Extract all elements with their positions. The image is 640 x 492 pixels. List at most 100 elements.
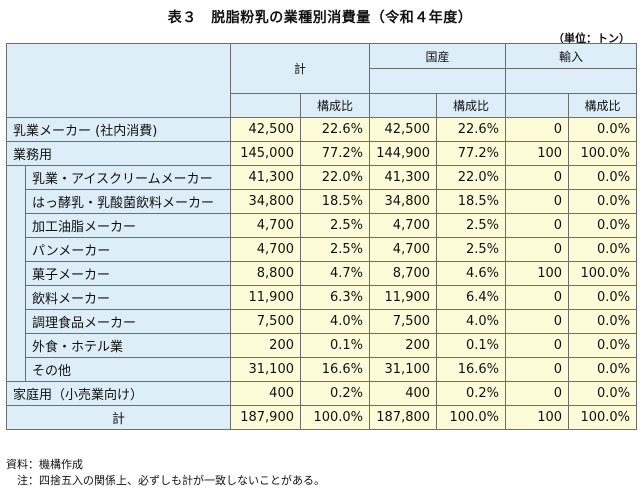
table-row: 調理食品メーカー 7,500 4.0% 7,500 4.0% 0 0.0% <box>6 309 638 334</box>
header-domestic-spacer <box>369 68 507 94</box>
cell-import-value: 0 <box>505 333 570 358</box>
table-row: 乳業メーカー (社内消費) 42,500 22.6% 42,500 22.6% … <box>6 117 638 142</box>
cell-import-ratio: 0.0% <box>568 285 638 310</box>
total-label: 計 <box>6 405 231 430</box>
cell-total-value: 41,300 <box>230 165 301 190</box>
row-label: 加工油脂メーカー <box>25 213 231 238</box>
cell-import-ratio: 100.0% <box>568 141 638 166</box>
cell-total-value: 4,700 <box>230 237 301 262</box>
row-label: 家庭用（小売業向け） <box>6 381 231 406</box>
row-label: 菓子メーカー <box>25 261 231 286</box>
row-label: 乳業・アイスクリームメーカー <box>25 165 231 190</box>
table-row: 外食・ホテル業 200 0.1% 200 0.1% 0 0.0% <box>6 333 638 358</box>
cell-import-value: 0 <box>505 285 570 310</box>
row-indent <box>6 285 26 310</box>
cell-total-ratio: 77.2% <box>299 141 371 166</box>
total-row: 計 187,900 100.0% 187,800 100.0% 100 100.… <box>6 405 638 430</box>
cell-domestic-value: 400 <box>369 381 438 406</box>
cell-total-value: 400 <box>230 381 301 406</box>
cell-total-value: 145,000 <box>230 141 301 166</box>
header-total-value-spacer <box>230 93 301 118</box>
cell-import-ratio: 0.0% <box>568 357 638 382</box>
cell-domestic-value: 187,800 <box>369 405 438 430</box>
cell-total-value: 31,100 <box>230 357 301 382</box>
row-label: はっ酵乳・乳酸菌飲料メーカー <box>25 189 231 214</box>
cell-domestic-value: 4,700 <box>369 237 438 262</box>
cell-import-ratio: 0.0% <box>568 213 638 238</box>
header-domestic: 国産 <box>369 43 507 69</box>
table-row: 乳業・アイスクリームメーカー 41,300 22.0% 41,300 22.0%… <box>6 165 638 190</box>
table-row: 飲料メーカー 11,900 6.3% 11,900 6.4% 0 0.0% <box>6 285 638 310</box>
row-label: 業務用 <box>6 141 231 166</box>
note-rounding: 注：四捨五入の関係上、必ずしも計が一致しないことがある。 <box>6 474 325 487</box>
header-import: 輸入 <box>505 43 638 69</box>
cell-total-ratio: 22.6% <box>299 117 371 142</box>
cell-total-ratio: 4.7% <box>299 261 371 286</box>
cell-total-value: 7,500 <box>230 309 301 334</box>
table-row: はっ酵乳・乳酸菌飲料メーカー 34,800 18.5% 34,800 18.5%… <box>6 189 638 214</box>
cell-domestic-value: 144,900 <box>369 141 438 166</box>
row-indent <box>6 189 26 214</box>
cell-import-ratio: 0.0% <box>568 189 638 214</box>
table-row: 業務用 145,000 77.2% 144,900 77.2% 100 100.… <box>6 141 638 166</box>
table-title: 表３ 脱脂粉乳の業種別消費量（令和４年度） <box>167 10 473 26</box>
row-label: 乳業メーカー (社内消費) <box>6 117 231 142</box>
cell-domestic-value: 11,900 <box>369 285 438 310</box>
table-row: 家庭用（小売業向け） 400 0.2% 400 0.2% 0 0.0% <box>6 381 638 406</box>
cell-total-value: 34,800 <box>230 189 301 214</box>
cell-domestic-value: 41,300 <box>369 165 438 190</box>
cell-total-ratio: 4.0% <box>299 309 371 334</box>
cell-domestic-ratio: 2.5% <box>436 237 507 262</box>
cell-total-ratio: 18.5% <box>299 189 371 214</box>
cell-import-value: 0 <box>505 189 570 214</box>
cell-total-value: 187,900 <box>230 405 301 430</box>
cell-domestic-ratio: 22.6% <box>436 117 507 142</box>
cell-domestic-value: 34,800 <box>369 189 438 214</box>
cell-import-value: 0 <box>505 381 570 406</box>
cell-import-value: 100 <box>505 261 570 286</box>
cell-domestic-ratio: 0.1% <box>436 333 507 358</box>
cell-total-ratio: 2.5% <box>299 213 371 238</box>
row-label: 調理食品メーカー <box>25 309 231 334</box>
cell-total-value: 8,800 <box>230 261 301 286</box>
header-total-ratio: 構成比 <box>299 93 371 118</box>
cell-domestic-ratio: 2.5% <box>436 213 507 238</box>
cell-import-value: 0 <box>505 213 570 238</box>
cell-total-ratio: 2.5% <box>299 237 371 262</box>
cell-domestic-value: 4,700 <box>369 213 438 238</box>
header-domestic-ratio: 構成比 <box>436 93 507 118</box>
table-row: パンメーカー 4,700 2.5% 4,700 2.5% 0 0.0% <box>6 237 638 262</box>
cell-domestic-value: 7,500 <box>369 309 438 334</box>
cell-total-ratio: 100.0% <box>299 405 371 430</box>
cell-domestic-ratio: 100.0% <box>436 405 507 430</box>
cell-import-ratio: 0.0% <box>568 237 638 262</box>
row-indent <box>6 165 26 190</box>
row-indent <box>6 333 26 358</box>
note-source: 資料：機構作成 <box>6 458 83 471</box>
header-domestic-value-spacer <box>369 93 438 118</box>
notes: 資料：機構作成 注：四捨五入の関係上、必ずしも計が一致しないことがある。 <box>6 457 325 489</box>
unit-label: （単位：トン） <box>553 32 630 45</box>
row-indent <box>6 309 26 334</box>
cell-domestic-ratio: 16.6% <box>436 357 507 382</box>
row-indent <box>6 357 26 382</box>
cell-total-ratio: 22.0% <box>299 165 371 190</box>
table-row: 加工油脂メーカー 4,700 2.5% 4,700 2.5% 0 0.0% <box>6 213 638 238</box>
cell-total-value: 4,700 <box>230 213 301 238</box>
cell-import-value: 0 <box>505 309 570 334</box>
cell-import-value: 0 <box>505 357 570 382</box>
cell-import-value: 0 <box>505 117 570 142</box>
header-import-ratio: 構成比 <box>568 93 638 118</box>
row-label: その他 <box>25 357 231 382</box>
cell-total-value: 200 <box>230 333 301 358</box>
table-row: 菓子メーカー 8,800 4.7% 8,700 4.6% 100 100.0% <box>6 261 638 286</box>
table-row: その他 31,100 16.6% 31,100 16.6% 0 0.0% <box>6 357 638 382</box>
cell-domestic-value: 200 <box>369 333 438 358</box>
cell-domestic-ratio: 0.2% <box>436 381 507 406</box>
cell-total-value: 11,900 <box>230 285 301 310</box>
cell-total-ratio: 6.3% <box>299 285 371 310</box>
cell-import-value: 0 <box>505 165 570 190</box>
header-import-value-spacer <box>505 93 570 118</box>
cell-domestic-ratio: 22.0% <box>436 165 507 190</box>
cell-total-ratio: 0.2% <box>299 381 371 406</box>
